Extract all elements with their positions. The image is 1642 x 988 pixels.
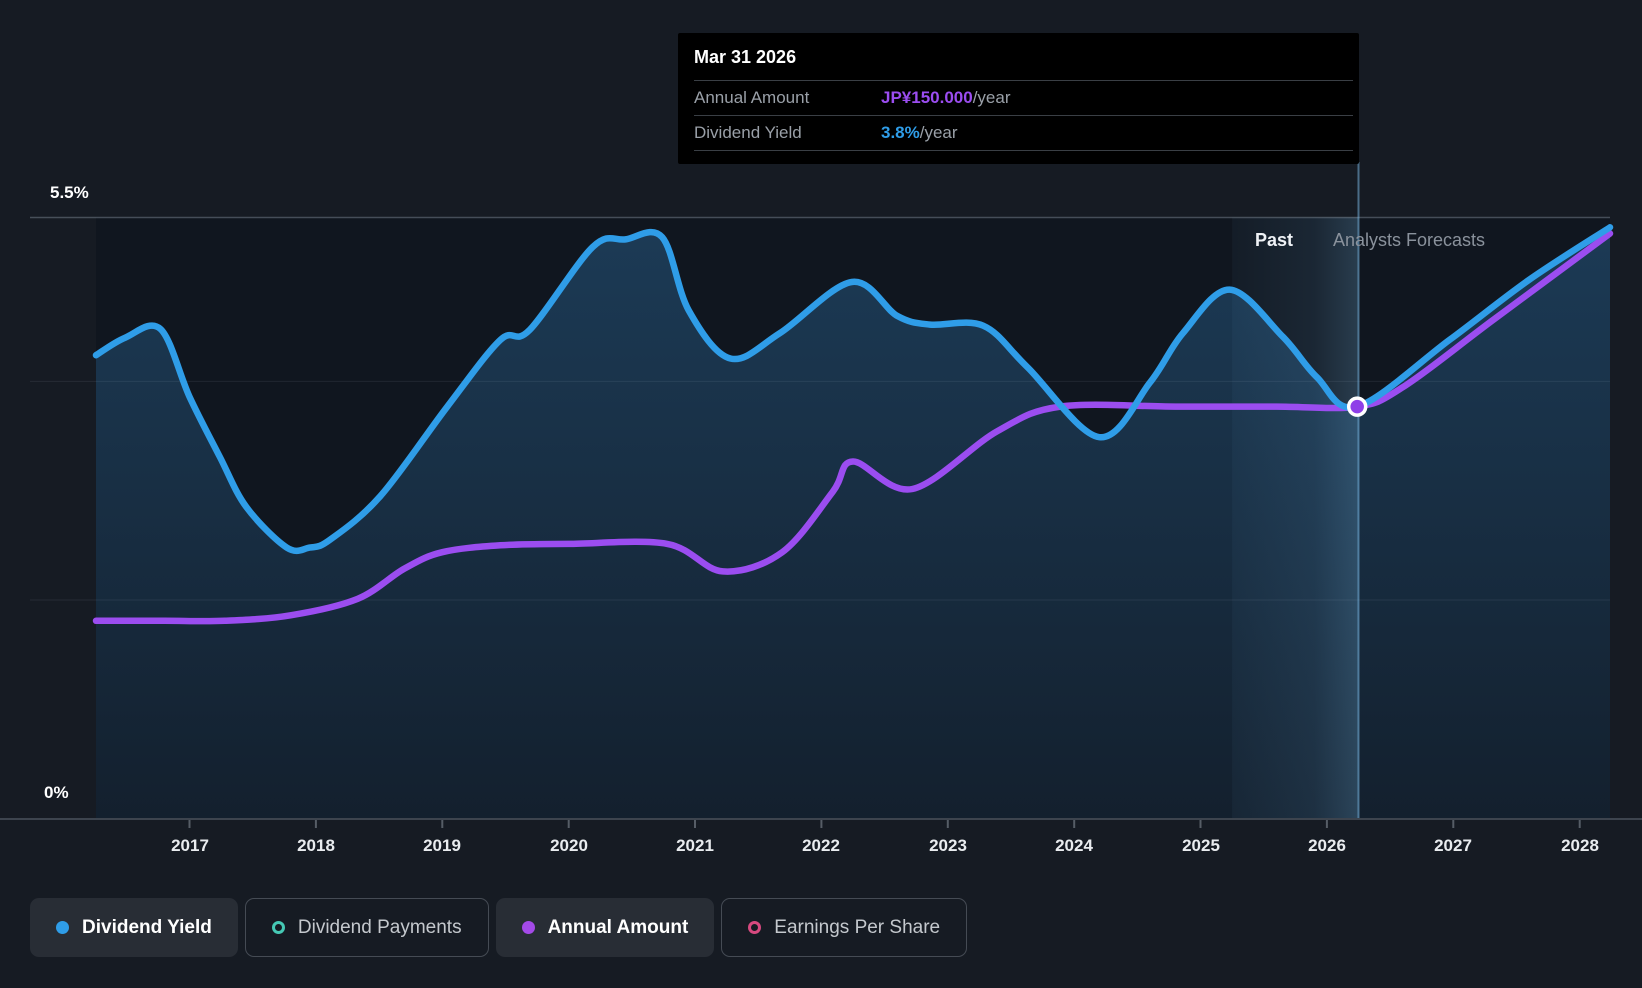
legend-label: Dividend Yield — [82, 916, 212, 938]
x-axis-label-2023: 2023 — [929, 836, 967, 855]
legend-label: Dividend Payments — [297, 916, 462, 938]
selected-point-marker[interactable] — [1346, 396, 1368, 417]
tooltip-row-annual-amount: Annual Amount JP¥150.000/year — [694, 80, 1353, 115]
x-axis-label-2021: 2021 — [676, 836, 714, 855]
x-axis-label-2022: 2022 — [802, 836, 840, 855]
x-axis-label-2025: 2025 — [1182, 836, 1220, 855]
tooltip-row-dividend-yield: Dividend Yield 3.8%/year — [694, 115, 1353, 151]
current-period-band — [1232, 217, 1359, 819]
tooltip-label: Annual Amount — [694, 88, 810, 107]
legend-item-dividend-yield[interactable]: Dividend Yield — [30, 898, 238, 957]
x-axis-label-2024: 2024 — [1055, 836, 1093, 855]
series-dot-filled — [521, 921, 535, 934]
tooltip-value: JP¥150.000 — [881, 88, 973, 107]
y-axis-label-zero: 0% — [44, 783, 69, 802]
past-label: Past — [1255, 230, 1294, 250]
series-dot-ring — [271, 921, 285, 934]
x-axis-label-2027: 2027 — [1434, 836, 1472, 855]
y-axis-label-top: 5.5% — [50, 183, 89, 202]
forecasts-label: Analysts Forecasts — [1333, 230, 1486, 250]
x-axis-label-2019: 2019 — [423, 836, 461, 855]
legend-item-dividend-payments[interactable]: Dividend Payments — [244, 898, 489, 957]
legend-item-annual-amount[interactable]: Annual Amount — [495, 898, 715, 957]
x-axis-label-2018: 2018 — [297, 836, 335, 855]
dividend-yield-line — [92, 224, 1614, 555]
x-axis-label-2026: 2026 — [1308, 836, 1346, 855]
tooltip-suffix: /year — [972, 88, 1011, 107]
series-dot-ring — [748, 921, 762, 934]
legend-item-earnings-per-share[interactable]: Earnings Per Share — [721, 898, 968, 957]
annual-amount-line — [92, 230, 1614, 625]
tooltip-rows: Annual Amount JP¥150.000/year Dividend Y… — [694, 80, 1353, 151]
x-axis-label-2028: 2028 — [1561, 836, 1599, 855]
legend-label: Annual Amount — [547, 916, 689, 938]
x-axis-label-2020: 2020 — [550, 836, 588, 855]
tooltip-date: Mar 31 2026 — [694, 47, 797, 67]
tooltip-label: Dividend Yield — [694, 123, 802, 142]
series-dot-filled — [56, 921, 69, 934]
legend-label: Earnings Per Share — [774, 916, 941, 938]
tooltip: Mar 31 2026 Annual Amount JP¥150.000/yea… — [678, 33, 1359, 164]
tooltip-value: 3.8% — [881, 123, 920, 142]
legend: Dividend Yield Dividend Payments Annual Am… — [30, 898, 968, 957]
tooltip-suffix: /year — [919, 123, 958, 142]
x-axis-label-2017: 2017 — [171, 836, 209, 855]
